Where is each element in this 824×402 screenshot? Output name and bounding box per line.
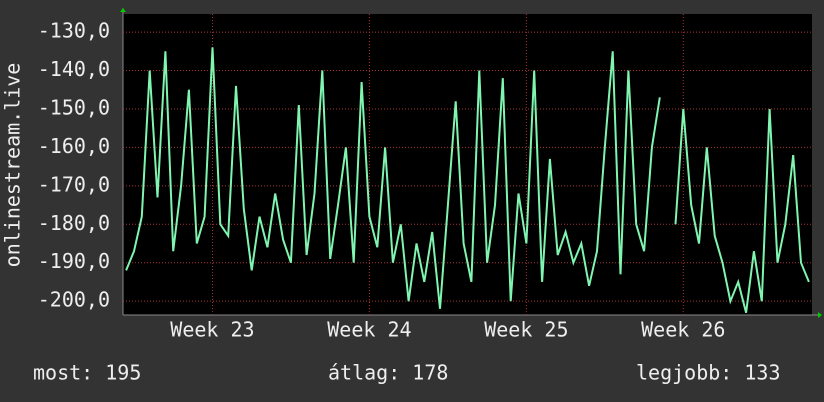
footer-best: legjobb: 133 [636,361,781,385]
footer-now: most: 195 [33,361,141,385]
x-tick-label: Week 24 [327,318,411,342]
y-tick-label: -140,0 [38,57,110,81]
y-tick-label: -180,0 [38,211,110,235]
data-line [674,108,810,313]
y-tick-label: -200,0 [38,288,110,312]
y-tick-label: -190,0 [38,249,110,273]
x-tick-label: Week 26 [641,318,725,342]
y-axis-title: onlinestream.live [1,63,25,268]
y-tick-label: -150,0 [38,95,110,119]
y-tick-label: -130,0 [38,19,110,43]
y-tick-label: -170,0 [38,172,110,196]
x-tick-label: Week 25 [484,318,568,342]
y-arrow [120,8,126,12]
x-arrow [818,312,822,318]
x-tick-label: Week 23 [170,318,254,342]
data-line [125,47,661,309]
y-tick-label: -160,0 [38,134,110,158]
footer-avg: átlag: 178 [328,361,448,385]
